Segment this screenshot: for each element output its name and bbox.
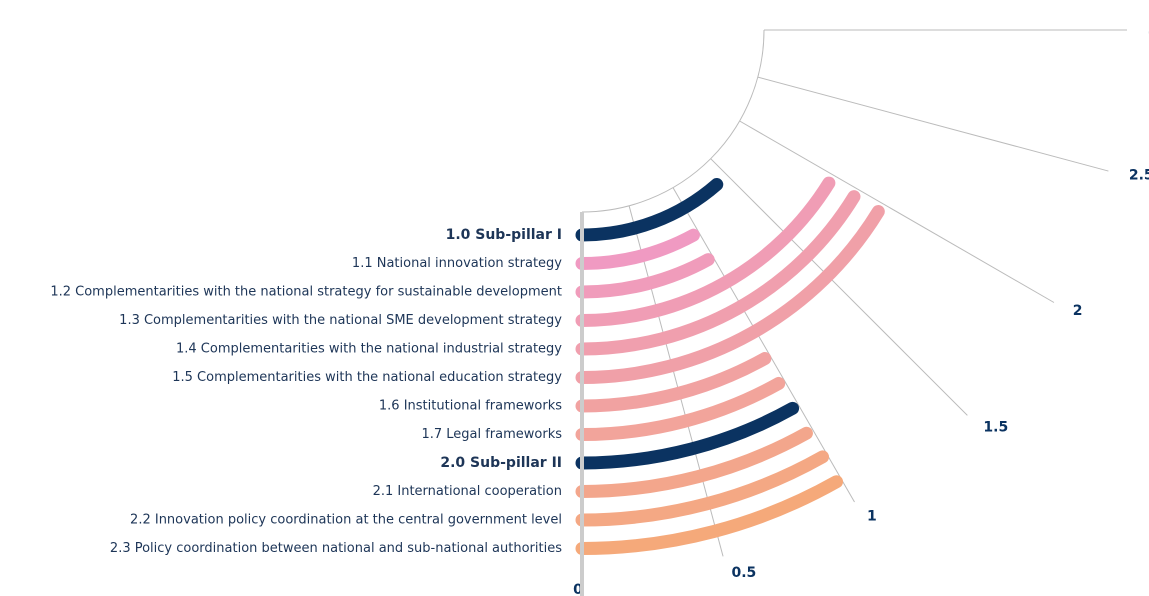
bar [575,376,786,441]
bar [575,177,724,242]
category-label: 1.1 National innovation strategy [352,256,562,271]
category-label: 1.7 Legal frameworks [421,427,562,442]
category-label: 2.3 Policy coordination between national… [110,541,562,556]
grid-line [757,76,1109,172]
grid-line [672,187,855,503]
bar [575,190,861,356]
tick-label: 0 [573,582,583,596]
tick-label: 1.5 [983,419,1008,435]
bar [575,450,830,527]
bar [575,228,700,270]
tick-label: 2 [1073,303,1083,319]
tick-label: 1 [867,509,877,525]
bar [575,475,844,555]
category-label: 1.5 Complementarities with the national … [172,370,562,385]
category-label: 1.3 Complementarities with the national … [119,313,562,328]
category-label: 2.2 Innovation policy coordination at th… [130,513,562,528]
tick-label: 2.5 [1129,167,1149,183]
grid-line [710,158,968,416]
category-label: 1.0 Sub-pillar I [446,227,562,243]
bar [575,205,885,384]
category-label: 1.6 Institutional frameworks [379,399,562,414]
category-label: 1.2 Complementarities with the national … [50,285,562,300]
tick-label: 0.5 [731,565,756,581]
bar [575,401,800,470]
grid-line [739,120,1055,303]
bar [575,352,772,413]
bar [575,176,836,327]
category-label: 2.1 International cooperation [373,484,562,499]
bar [575,253,715,299]
category-label: 2.0 Sub-pillar II [440,455,562,471]
category-label: 1.4 Complementarities with the national … [176,342,562,357]
bar [575,426,813,498]
